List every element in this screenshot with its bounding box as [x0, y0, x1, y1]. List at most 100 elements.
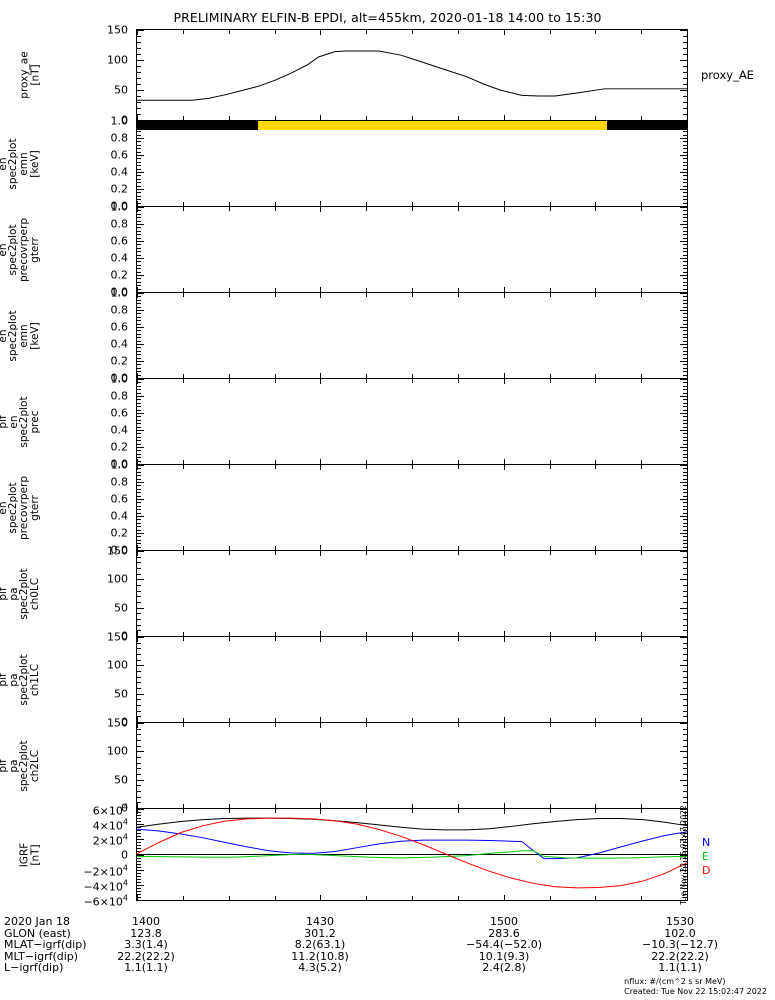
y-tick-label: 0.4 — [110, 509, 129, 523]
y-tick-label: 150 — [107, 630, 128, 644]
y-tick-label: 150 — [107, 716, 128, 730]
y-tick-marks-r — [680, 465, 687, 551]
x-axis-row: 2020 Jan 18 1400 1430 1500 1530 — [0, 916, 775, 928]
series-line-E — [136, 850, 688, 859]
y-tick-label: 0.0 — [110, 285, 129, 299]
status-bar-segment — [606, 121, 688, 130]
y-tick-label: 0.8 — [110, 475, 129, 489]
x-axis-row: MLT−igrf(dip) 22.2(22.2) 11.2(10.8) 10.1(9.… — [0, 951, 775, 963]
x-axis-value: −54.4(−52.0) — [465, 938, 543, 952]
y-tick-label: 0.6 — [110, 148, 129, 162]
y-tick-label: 50 — [114, 687, 128, 701]
plot-panel-elb-pif-en-spec2plot-emn-[kev]: 1.00.80.60.40.20.0elbpifenspec2plotemn[k… — [0, 288, 688, 384]
x-axis-row: L−igrf(dip) 1.1(1.1) 4.3(5.2) 2.4(2.8) 1.1(1… — [0, 962, 775, 974]
y-tick-marks-r — [680, 379, 687, 465]
x-axis-value: 1500 — [490, 915, 518, 928]
x-axis-value: 283.6 — [488, 926, 520, 940]
plot-panel-elb-pef-en-spec2plot-precovrperp-gterr: 1.00.80.60.40.20.0elbpefenspec2plotpreco… — [0, 202, 688, 298]
y-tick-label: 50 — [114, 601, 128, 615]
x-axis-value: 8.2(63.1) — [294, 938, 346, 952]
y-axis-labels: 1.0 0.8 0.6 0.4 0.2 0.0 — [41, 374, 137, 470]
y-tick-label: 0.0 — [110, 199, 129, 213]
x-tick-marks — [137, 121, 688, 206]
x-tick-marks — [137, 723, 688, 808]
legend-entry-E: E — [702, 849, 709, 863]
y-tick-label: 4×104 — [92, 817, 128, 833]
status-bar-timeline — [136, 121, 688, 130]
y-tick-marks-l — [137, 551, 144, 637]
plot-panel-elb-pif-en-spec2plot-prec: 1.00.80.60.40.20.0elbpifenspec2plotprec — [0, 374, 688, 470]
x-axis-value: −10.3(−12.7) — [641, 938, 719, 952]
x-tick-marks — [137, 379, 688, 464]
x-axis-value: 2.4(2.8) — [482, 961, 526, 975]
y-tick-label: 0.8 — [110, 217, 129, 231]
x-axis-value: 102.0 — [664, 926, 696, 940]
x-axis-value: 11.2(10.8) — [291, 949, 349, 963]
y-tick-label: 0.2 — [110, 182, 129, 196]
x-axis-value: 22.2(22.2) — [117, 949, 175, 963]
y-tick-label: 0.6 — [110, 320, 129, 334]
y-tick-label: 100 — [107, 658, 128, 672]
y-tick-label: 6×104 — [92, 802, 128, 818]
x-axis-value: 10.1(9.3) — [478, 949, 530, 963]
x-axis-annotation-table: 2020 Jan 18 1400 1430 1500 1530 GLON (east) 12… — [0, 916, 775, 974]
x-axis-value: 3.3(1.4) — [124, 938, 168, 952]
x-axis-row: MLAT−igrf(dip) 3.3(1.4) 8.2(63.1) −54.4(−52… — [0, 939, 775, 951]
series-right-label: proxy_AE — [701, 68, 754, 82]
series-line-N — [136, 828, 688, 860]
y-tick-label: 0.6 — [110, 406, 129, 420]
y-tick-label: 0.0 — [110, 371, 129, 385]
y-tick-label: 0.2 — [110, 354, 129, 368]
y-tick-label: 0.0 — [110, 457, 129, 471]
y-tick-marks-r — [680, 637, 687, 723]
plot-panel-elb-pif-pa-spec2plot-ch2lc: 150100500elbpifpaspec2plotch2LC — [0, 718, 688, 814]
series-line-total — [136, 817, 688, 831]
y-tick-marks-r — [680, 723, 687, 809]
y-tick-marks-r — [680, 551, 687, 637]
series-plot — [136, 817, 688, 889]
y-tick-label: 0.8 — [110, 131, 129, 145]
created-timestamp: Created: Tue Nov 22 15:02:47 2022 — [624, 986, 767, 996]
y-tick-label: 0.6 — [110, 492, 129, 506]
y-tick-label: 0.2 — [110, 526, 129, 540]
status-bar-segment — [257, 121, 607, 130]
y-tick-label: 50 — [114, 773, 128, 787]
x-axis-value: 1.1(1.1) — [124, 961, 168, 975]
plot-panel-elb-pif-pa-spec2plot-ch1lc: 150100500elbpifpaspec2plotch1LC — [0, 632, 688, 728]
y-axis-labels: 150 100 50 0 — [41, 718, 137, 814]
x-axis-row-label: 2020 Jan 18 — [4, 915, 70, 928]
y-tick-label: 0.8 — [110, 389, 129, 403]
y-axis-labels: 150 100 50 0 — [41, 25, 137, 126]
x-axis-row-label: L−igrf(dip) — [4, 961, 64, 975]
y-axis-labels: 1.0 0.8 0.6 0.4 0.2 0.0 — [41, 202, 137, 298]
plot-panel-igrf-[nt]: 6×104 4×104 2×104 0 −2×104 −4×104 −6×104 IGRF [n… — [18, 802, 711, 909]
x-axis-value: 1.1(1.1) — [658, 961, 702, 975]
plot-panel-stack: 150 100 50 0 proxy_ae [nT] proxy_AE 1.0 0.8 0.6 0.… — [0, 25, 754, 909]
flux-units-note: nflux: #/(cm^2 s sr MeV) — [624, 977, 726, 986]
y-axis-labels: 150 100 50 0 — [41, 546, 137, 642]
y-axis-labels: 150 100 50 0 — [41, 632, 137, 728]
x-tick-marks — [137, 293, 688, 378]
x-axis-value: 1430 — [305, 915, 334, 928]
x-tick-marks — [137, 465, 688, 550]
x-tick-marks — [137, 637, 688, 722]
y-tick-label: 150 — [107, 544, 128, 558]
y-axis-labels: 1.0 0.8 0.6 0.4 0.2 0.0 — [41, 116, 137, 212]
x-tick-marks — [137, 551, 688, 636]
y-tick-label: 100 — [107, 53, 128, 67]
y-tick-label: 150 — [107, 23, 128, 37]
x-axis-value: 1530 — [666, 915, 694, 928]
plot-panel-elb-pif-pa-spec2plot-ch0lc: 150100500elbpifpaspec2plotch0LC — [0, 546, 688, 642]
y-tick-label: 1.0 — [110, 114, 129, 128]
y-tick-label: 0.4 — [110, 423, 129, 437]
series-plot — [137, 50, 687, 101]
y-tick-label: 0.0 — [110, 543, 129, 557]
y-tick-marks-l — [137, 465, 144, 551]
x-axis-value: 123.8 — [130, 926, 162, 940]
y-tick-label: 1.0 — [110, 458, 129, 472]
plot-panel-elb-pef-en-spec2plot-emn-[kev]: 1.00.80.60.40.20.0elbpefenspec2plotemn[k… — [0, 116, 688, 212]
y-tick-label: 0.8 — [110, 303, 129, 317]
y-tick-label: 0.4 — [110, 251, 129, 265]
x-tick-marks — [137, 207, 688, 292]
status-bar-segment — [136, 121, 258, 130]
